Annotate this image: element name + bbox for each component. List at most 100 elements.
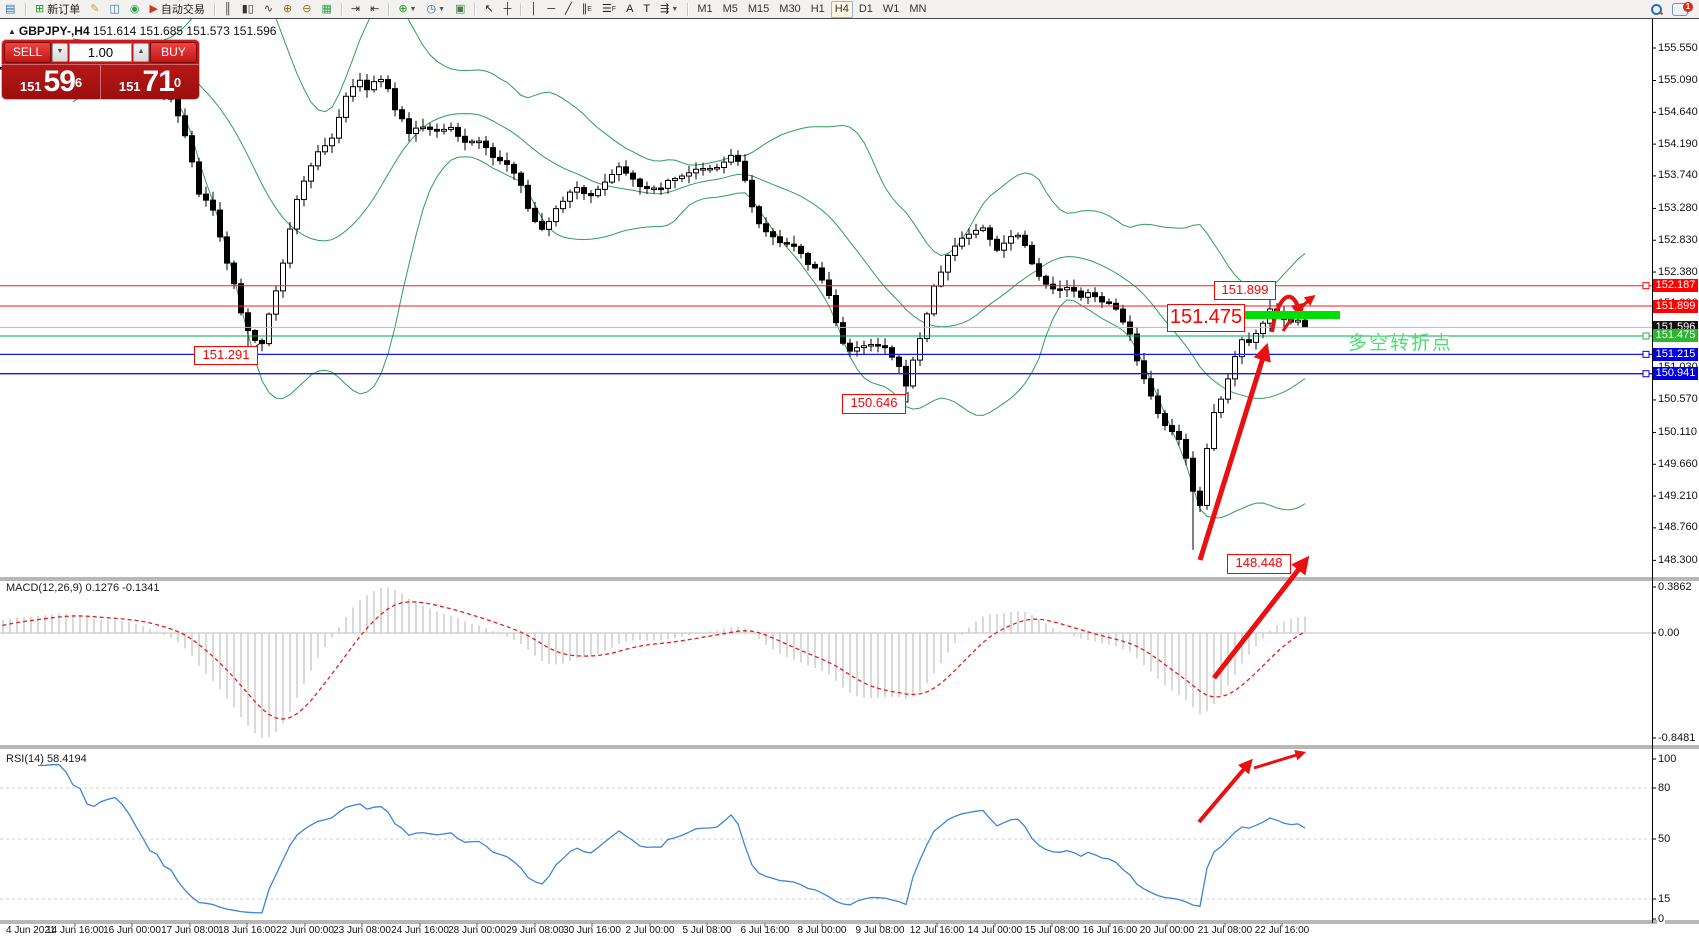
- price-tag-151.899: 151.899: [1653, 299, 1698, 313]
- horizontal-line-button[interactable]: ─: [543, 1, 559, 18]
- price-callout-151.899[interactable]: 151.899: [1214, 281, 1276, 300]
- time-label: 18 Jun 16:00: [218, 925, 276, 936]
- volume-input[interactable]: 1.00: [69, 43, 132, 62]
- time-label: 24 Jun 16:00: [391, 925, 449, 936]
- auto-scroll-icon[interactable]: ⇥: [347, 1, 364, 18]
- time-label: 29 Jun 08:00: [506, 925, 564, 936]
- timeframe-d1[interactable]: D1: [858, 3, 873, 15]
- zoom-in-icon[interactable]: ⊕: [279, 1, 296, 18]
- zoom-out-icon[interactable]: ⊖: [298, 1, 315, 18]
- text-label-glyph: T: [643, 2, 651, 15]
- candlestick-chart-icon-glyph: ▮▯: [241, 2, 254, 15]
- signals-icon[interactable]: ◉: [126, 1, 144, 18]
- text-label-button[interactable]: T: [639, 1, 654, 18]
- candlestick-chart-icon[interactable]: ▮▯: [238, 1, 258, 18]
- buy-button[interactable]: BUY: [150, 42, 197, 63]
- fibonacci-glyph: ☰: [601, 2, 612, 15]
- time-label: 12 Jul 16:00: [909, 925, 965, 936]
- notifications-icon[interactable]: 1: [1668, 1, 1698, 18]
- chart-title: ▲ GBPJPY-,H4 151.614 151.685 151.573 151.…: [8, 24, 276, 38]
- new-order-button[interactable]: ⊞ 新订单: [35, 2, 81, 17]
- macd-signal-line: [0, 601, 1306, 720]
- rsi-pane: [0, 764, 1652, 914]
- terminal-icon[interactable]: ◫: [105, 1, 123, 18]
- metaeditor-icon[interactable]: ✎: [86, 1, 103, 18]
- timeframe-m1[interactable]: M1: [697, 3, 713, 15]
- periods-button[interactable]: ◷ ▼: [426, 2, 446, 15]
- sell-price[interactable]: 151 59 6: [2, 65, 101, 99]
- search-icon[interactable]: [1646, 1, 1666, 18]
- bb-upper: [72, 18, 1306, 295]
- autotrading-button[interactable]: ▶ 自动交易: [149, 2, 205, 17]
- red-curved-arrow-4[interactable]: [1270, 294, 1305, 333]
- rsi-tick: 0: [1657, 912, 1666, 925]
- candles: [0, 47, 1308, 550]
- timeframe-m30[interactable]: M30: [779, 3, 801, 15]
- bar-chart-icon-glyph: ║: [223, 2, 232, 15]
- cursor-button[interactable]: ↖: [480, 1, 497, 18]
- price-callout-148.448[interactable]: 148.448: [1227, 554, 1291, 574]
- rsi-label: RSI(14) 58.4194: [6, 753, 87, 765]
- timeframe-m5[interactable]: M5: [722, 3, 738, 15]
- price-tick: 154.640: [1657, 105, 1699, 118]
- time-label: 30 Jun 16:00: [563, 925, 621, 936]
- arrows-button[interactable]: ⇶ ▼: [660, 2, 679, 15]
- channel-button[interactable]: ∥ E: [581, 2, 592, 15]
- timeframe-mn[interactable]: MN: [909, 3, 927, 15]
- toolbar-separator: [340, 2, 342, 16]
- price-callout-151.291[interactable]: 151.291: [194, 346, 258, 365]
- timeframe-m15[interactable]: M15: [747, 3, 770, 15]
- trendline-button[interactable]: ╱: [561, 1, 576, 18]
- rsi-tick: 80: [1657, 781, 1672, 794]
- time-label: 6 Jul 16:00: [740, 925, 790, 936]
- red-arrow-2[interactable]: [1197, 758, 1253, 824]
- timeframe-h4[interactable]: H4: [830, 0, 853, 18]
- red-arrow-1[interactable]: [1212, 555, 1310, 680]
- sell-button[interactable]: SELL: [4, 42, 51, 63]
- time-label: 16 Jul 16:00: [1082, 925, 1138, 936]
- chart-shift-icon[interactable]: ⇤: [366, 1, 383, 18]
- templates-button[interactable]: ▣: [451, 1, 469, 18]
- volume-increase-button[interactable]: ▲: [133, 43, 149, 62]
- time-label: 4 Jun 2021: [6, 925, 56, 936]
- new-chart-clipped-icon[interactable]: ▤: [1, 1, 20, 18]
- volume-decrease-button[interactable]: ▼: [52, 43, 68, 62]
- main-pane: [0, 18, 1308, 550]
- line-chart-icon-glyph: ∿: [263, 2, 274, 15]
- price-tick: 148.760: [1657, 521, 1699, 534]
- price-callout-150.646[interactable]: 150.646: [842, 394, 906, 414]
- fibonacci-button[interactable]: ☰ F: [601, 2, 617, 15]
- crosshair-button[interactable]: ┼: [500, 1, 516, 18]
- macd-tick: -0.8481: [1657, 731, 1697, 744]
- price-callout-151.475[interactable]: 151.475: [1167, 304, 1245, 332]
- line-chart-icon[interactable]: ∿: [260, 1, 277, 18]
- text-button[interactable]: A: [622, 1, 637, 18]
- vertical-line-glyph: │: [530, 2, 538, 15]
- green-zone-bar[interactable]: [1245, 311, 1340, 319]
- bar-chart-icon[interactable]: ║: [220, 1, 236, 18]
- timeframe-h1[interactable]: H1: [810, 3, 825, 15]
- price-tick: 149.660: [1657, 457, 1699, 470]
- indicators-button[interactable]: ⊕ ▼: [398, 2, 417, 15]
- vertical-line-button[interactable]: │: [526, 1, 541, 18]
- notification-badge: 1: [1683, 1, 1693, 12]
- price-tick: 149.210: [1657, 489, 1699, 502]
- turning-point-annotation[interactable]: 多空转折点: [1348, 333, 1454, 354]
- bb-lower: [72, 68, 1306, 519]
- cursor-glyph: ↖: [484, 2, 494, 15]
- macd-tick: 0.3862: [1657, 580, 1693, 593]
- red-arrow-0[interactable]: [1197, 342, 1271, 561]
- price-tick: 153.740: [1657, 169, 1699, 182]
- timeframe-w1[interactable]: W1: [882, 3, 900, 15]
- time-label: 20 Jul 00:00: [1139, 925, 1195, 936]
- price-tag-151.475: 151.475: [1653, 329, 1698, 343]
- arrows-glyph: ⇶: [660, 2, 670, 15]
- ohlc-values: 151.614 151.685 151.573 151.596: [92, 24, 277, 38]
- red-arrow-3[interactable]: [1253, 750, 1307, 770]
- tile-windows-icon[interactable]: ▦: [317, 1, 335, 18]
- buy-price[interactable]: 151 71 0: [118, 65, 182, 98]
- time-label: 2 Jul 00:00: [625, 925, 675, 936]
- time-label: 15 Jul 08:00: [1024, 925, 1080, 936]
